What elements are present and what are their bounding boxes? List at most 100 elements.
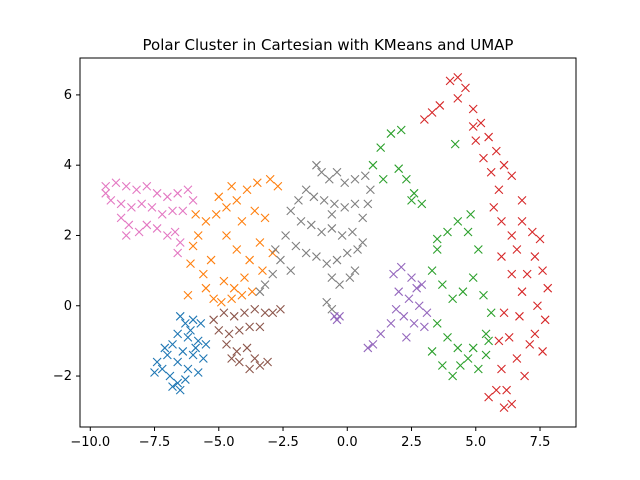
data-point: [327, 304, 337, 314]
data-point: [173, 329, 183, 339]
data-point: [227, 181, 237, 191]
data-point: [124, 220, 134, 230]
data-point: [175, 238, 185, 247]
y-tick-label: 6: [64, 88, 72, 103]
data-point: [494, 336, 504, 346]
axes-frame: [79, 57, 577, 428]
data-point: [268, 269, 278, 279]
data-point: [363, 343, 373, 353]
data-point: [180, 375, 190, 384]
data-point: [342, 248, 352, 258]
data-point: [162, 192, 172, 202]
data-point: [121, 181, 131, 191]
data-point: [499, 308, 509, 318]
data-point: [201, 217, 211, 226]
data-point: [396, 262, 406, 272]
data-point: [127, 202, 136, 212]
data-point: [317, 227, 326, 237]
data-point: [214, 325, 224, 335]
data-point: [476, 118, 486, 128]
data-point: [353, 245, 362, 254]
data-point: [142, 220, 152, 230]
data-point: [291, 241, 301, 251]
data-point: [170, 227, 180, 237]
x-tick-label: −10.0: [70, 435, 110, 450]
data-point: [198, 269, 208, 279]
data-point: [330, 199, 339, 209]
x-axis: −10.0 −7.5 −5.0 −2.5 0.0 2.5 5.0 7.5: [70, 427, 550, 450]
data-point: [209, 294, 219, 304]
data-point: [348, 227, 357, 237]
data-point: [255, 287, 265, 297]
data-point: [507, 269, 517, 279]
data-point: [175, 385, 185, 395]
data-point: [157, 209, 167, 219]
data-point: [183, 185, 193, 195]
data-point: [360, 171, 370, 181]
data-point: [368, 340, 378, 349]
data-point: [162, 231, 172, 240]
data-point: [309, 192, 319, 202]
data-point: [453, 343, 463, 353]
data-point: [312, 160, 321, 170]
data-point: [165, 371, 175, 381]
data-point: [268, 308, 278, 318]
data-point: [471, 136, 481, 145]
data-point: [437, 361, 447, 370]
data-point: [222, 340, 231, 349]
data-point: [175, 311, 185, 321]
data-point: [448, 294, 458, 304]
data-point: [396, 125, 406, 135]
data-point: [432, 234, 442, 244]
data-point: [242, 343, 252, 353]
data-point: [512, 354, 522, 363]
data-point: [533, 301, 542, 311]
data-point: [224, 329, 234, 339]
data-point: [178, 206, 188, 216]
data-point: [173, 357, 183, 367]
data-point: [497, 252, 506, 261]
data-point: [152, 357, 162, 367]
data-point: [350, 266, 360, 276]
data-point: [443, 227, 452, 237]
data-point: [414, 301, 424, 311]
data-point: [168, 340, 177, 349]
data-point: [340, 202, 350, 212]
data-point: [499, 403, 509, 413]
data-point: [214, 192, 224, 202]
data-point: [530, 252, 540, 261]
data-point: [276, 255, 285, 265]
data-point: [111, 178, 121, 188]
data-point: [484, 392, 494, 402]
data-point: [394, 164, 404, 174]
y-axis: −2 0 2 4 6: [53, 88, 80, 384]
data-point: [332, 167, 342, 177]
data-point: [201, 283, 211, 293]
x-tick-label: 5.0: [465, 435, 486, 450]
data-point: [322, 297, 332, 307]
data-point: [445, 76, 455, 86]
data-point: [216, 297, 226, 307]
data-point: [366, 185, 375, 195]
data-point: [193, 231, 203, 240]
data-point: [463, 354, 473, 363]
data-point: [481, 350, 491, 360]
data-point: [507, 171, 517, 181]
data-point: [186, 259, 195, 268]
data-point: [250, 206, 260, 216]
data-point: [535, 234, 545, 244]
data-point: [517, 217, 527, 226]
data-point: [466, 209, 476, 219]
data-point: [247, 287, 257, 297]
data-point: [193, 336, 203, 346]
data-point: [332, 255, 342, 265]
data-point: [481, 329, 491, 339]
data-point: [106, 195, 116, 205]
data-point: [458, 287, 468, 297]
data-point: [491, 146, 501, 156]
data-point: [407, 195, 416, 205]
data-point: [327, 273, 337, 283]
data-point: [422, 308, 432, 318]
data-point: [227, 354, 237, 363]
data-point: [389, 269, 398, 279]
